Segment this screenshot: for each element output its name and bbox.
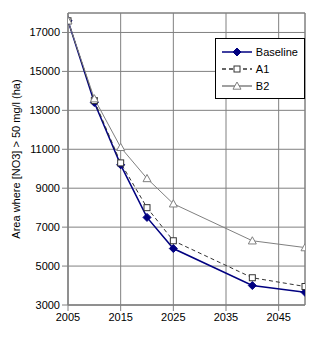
svg-text:17000: 17000 — [29, 26, 60, 38]
svg-text:Area where [NO3] > 50 mg/l (ha: Area where [NO3] > 50 mg/l (ha) — [10, 79, 22, 238]
svg-text:3000: 3000 — [36, 299, 60, 311]
svg-text:15000: 15000 — [29, 65, 60, 77]
svg-text:9000: 9000 — [36, 182, 60, 194]
html-text:B2: B2 — [255, 79, 270, 92]
svg-text:2025: 2025 — [161, 311, 185, 323]
svg-text:7000: 7000 — [36, 221, 60, 233]
svg-text:2045: 2045 — [266, 311, 290, 323]
svg-text:2035: 2035 — [214, 311, 238, 323]
svg-text:11000: 11000 — [30, 143, 60, 155]
svg-text:5000: 5000 — [36, 260, 60, 272]
svg-text:2005: 2005 — [56, 311, 80, 323]
html-text:A1: A1 — [255, 62, 270, 75]
html-text:Baseline: Baseline — [255, 45, 298, 58]
svg-text:13000: 13000 — [29, 104, 60, 116]
svg-text:2015: 2015 — [108, 311, 132, 323]
